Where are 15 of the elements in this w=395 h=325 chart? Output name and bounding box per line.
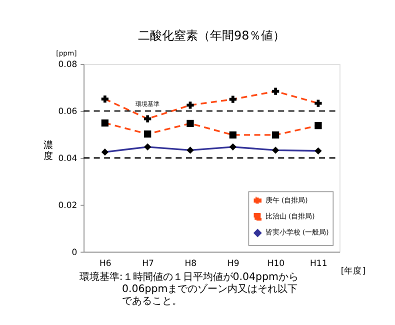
x-tick-label: H10: [267, 258, 285, 269]
x-tick-label: H11: [310, 258, 328, 269]
x-tick-label: H6: [99, 258, 112, 269]
x-axis-title: [年度]: [340, 266, 366, 277]
chart-title: 二酸化窒素（年間98％値）: [138, 28, 286, 42]
y-tick-label: 0.02: [58, 200, 78, 211]
x-tick-label: H8: [184, 258, 197, 269]
x-tick-label: H7: [142, 258, 154, 269]
x-tick-label: H9: [227, 258, 240, 269]
y-tick-label: 0: [72, 248, 78, 258]
y-tick-label: 0.08: [58, 60, 78, 70]
y-axis-title: 濃度: [44, 140, 53, 162]
text: 環境基準:１時間値の１日平均値が0.04ppmから0.06ppmまでのゾーン内又はそれ以下であること。: [79, 270, 298, 307]
y-tick-label: 0.06: [58, 107, 78, 118]
y-tick-label: 0.04: [58, 154, 78, 164]
